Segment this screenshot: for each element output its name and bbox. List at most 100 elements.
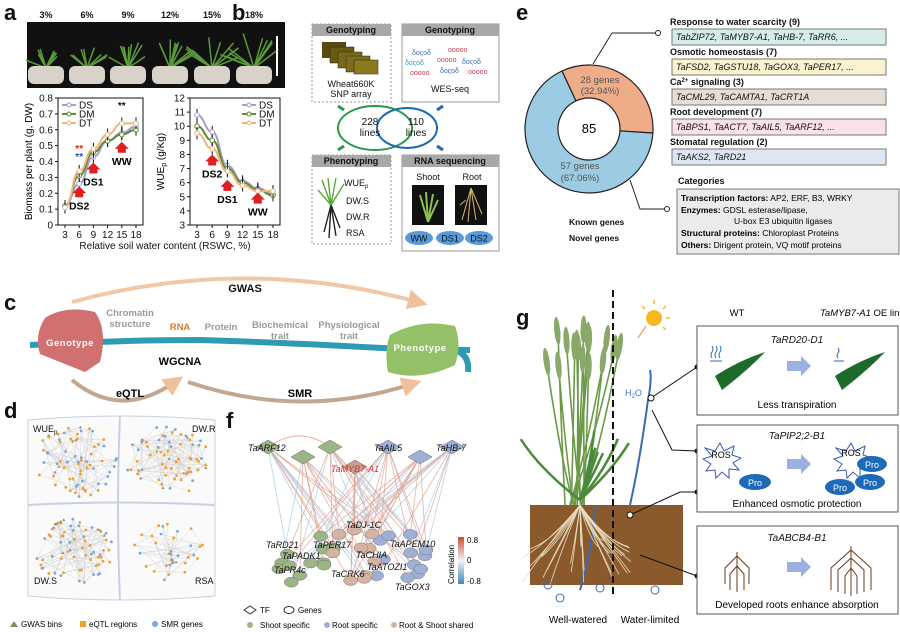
network-edge	[54, 428, 90, 473]
function-title: Response to water scarcity (9)	[670, 17, 800, 27]
smr-node	[71, 529, 75, 532]
network-edge	[127, 446, 172, 471]
network-edge	[69, 536, 85, 543]
leaf	[127, 46, 130, 69]
eqtl-node	[170, 431, 174, 434]
correlation-edge	[409, 456, 421, 535]
network-edge	[132, 444, 188, 473]
correlation-edge	[323, 446, 453, 564]
level-protein: Protein	[205, 322, 238, 333]
well-watered-label: Well-watered	[549, 615, 607, 626]
eqtl-node	[54, 483, 57, 487]
coexpression-nodes	[255, 439, 465, 588]
smr-node	[92, 467, 95, 470]
eqtl-node	[188, 438, 192, 442]
slice-novel-count: 57 genes	[560, 161, 599, 172]
network-edge	[42, 440, 65, 468]
network-edge	[132, 444, 139, 474]
smr-node	[163, 434, 167, 438]
gene-node	[282, 560, 297, 571]
tf-node	[375, 439, 401, 455]
eqtl-node	[52, 474, 55, 478]
smr-node	[71, 517, 75, 521]
slice-known-count: 28 genes	[580, 75, 619, 86]
legend-label: DM	[259, 110, 275, 121]
significance-mark: **	[118, 101, 126, 112]
smr-node	[74, 484, 78, 488]
network-edge	[153, 555, 179, 572]
eqtl-node	[140, 533, 144, 537]
network-edge	[175, 461, 191, 472]
omics-diagram: GWAS Genotype Phenotype Chromatin struct…	[29, 276, 472, 404]
eqtl-node	[145, 440, 148, 444]
smr-node	[110, 540, 113, 544]
eqtl-node	[157, 478, 161, 482]
gene-node	[284, 576, 299, 588]
network-edge	[80, 468, 94, 472]
network-edge	[184, 545, 191, 564]
population-110-unit: lines	[406, 128, 427, 139]
condition-ds2: DS2	[470, 234, 488, 244]
percent-label: 18%	[245, 10, 263, 20]
network-edge	[196, 445, 200, 460]
wt-label: WT	[730, 308, 745, 319]
x-tick-label: 12	[102, 230, 114, 241]
stage-label: WW	[112, 156, 132, 168]
smr-node	[62, 431, 66, 435]
smr-node	[97, 482, 101, 486]
gene-node	[413, 563, 429, 575]
gene-node	[367, 556, 383, 567]
red-arrow-icon	[114, 141, 129, 153]
eqtl-node	[170, 467, 173, 470]
gene-node	[402, 529, 418, 540]
pot	[152, 66, 188, 84]
network-edge	[78, 428, 90, 497]
gene-node	[347, 524, 362, 536]
leaf	[45, 51, 55, 69]
correlation-edge	[267, 446, 352, 581]
network-edge	[176, 437, 188, 476]
root	[541, 504, 581, 557]
eqtl-node	[93, 445, 96, 448]
percent-label: 6%	[80, 10, 93, 20]
smr-node	[89, 552, 93, 556]
mechanism-gene: TaABCB4-B1	[767, 533, 826, 544]
eqtl-node	[83, 488, 87, 492]
category-line: U-box E3 ubiquitin ligases	[734, 216, 832, 226]
network-edge	[70, 525, 80, 582]
gene-label: TaDJ-1C	[346, 520, 382, 530]
data-point-DT	[270, 188, 276, 194]
eqtl-node	[97, 563, 101, 566]
network-edge	[54, 552, 64, 574]
leaf	[211, 47, 240, 69]
gwas-node	[78, 425, 82, 429]
panel-label-e: e	[516, 0, 528, 25]
y-tick-label: 0.6	[39, 125, 53, 136]
eqtl-node	[89, 452, 93, 456]
eqtl-node	[195, 457, 199, 461]
legend-marker	[66, 111, 72, 117]
svg-text:οοοοο: οοοοο	[448, 47, 468, 54]
level-chromatin-2: structure	[109, 319, 150, 330]
eqtl-node	[89, 493, 93, 497]
network-edge	[64, 428, 90, 434]
eqtl-node	[201, 543, 204, 547]
network-edge	[138, 470, 164, 488]
percentages: 3% 6% 9% 12% 15% 18%	[39, 10, 263, 20]
network-edge	[85, 529, 105, 536]
eqtl-node	[85, 466, 89, 470]
network-labels: TaARF12 TaMYB7-A1 TaAIL5 TaHB-7 TaDJ-1C …	[248, 443, 467, 592]
eqtl-node	[172, 536, 176, 540]
biomass-chart: 0 0.1 0.2 0.3 0.4 0.5 0.6 0.7 0.8 3 6 9 12 15 18 DSDMDT…	[24, 94, 144, 241]
eqtl-node	[71, 477, 75, 481]
smr-node	[165, 425, 168, 429]
gene-label: TaPER17	[313, 540, 352, 550]
pot	[28, 66, 64, 84]
smr-node	[126, 468, 129, 472]
network-edge	[142, 427, 157, 441]
smr-node	[176, 530, 179, 533]
eqtl-node	[166, 449, 170, 453]
x-tick-label: 3	[194, 230, 200, 241]
network-edge	[164, 436, 202, 459]
network-edge	[48, 435, 61, 462]
